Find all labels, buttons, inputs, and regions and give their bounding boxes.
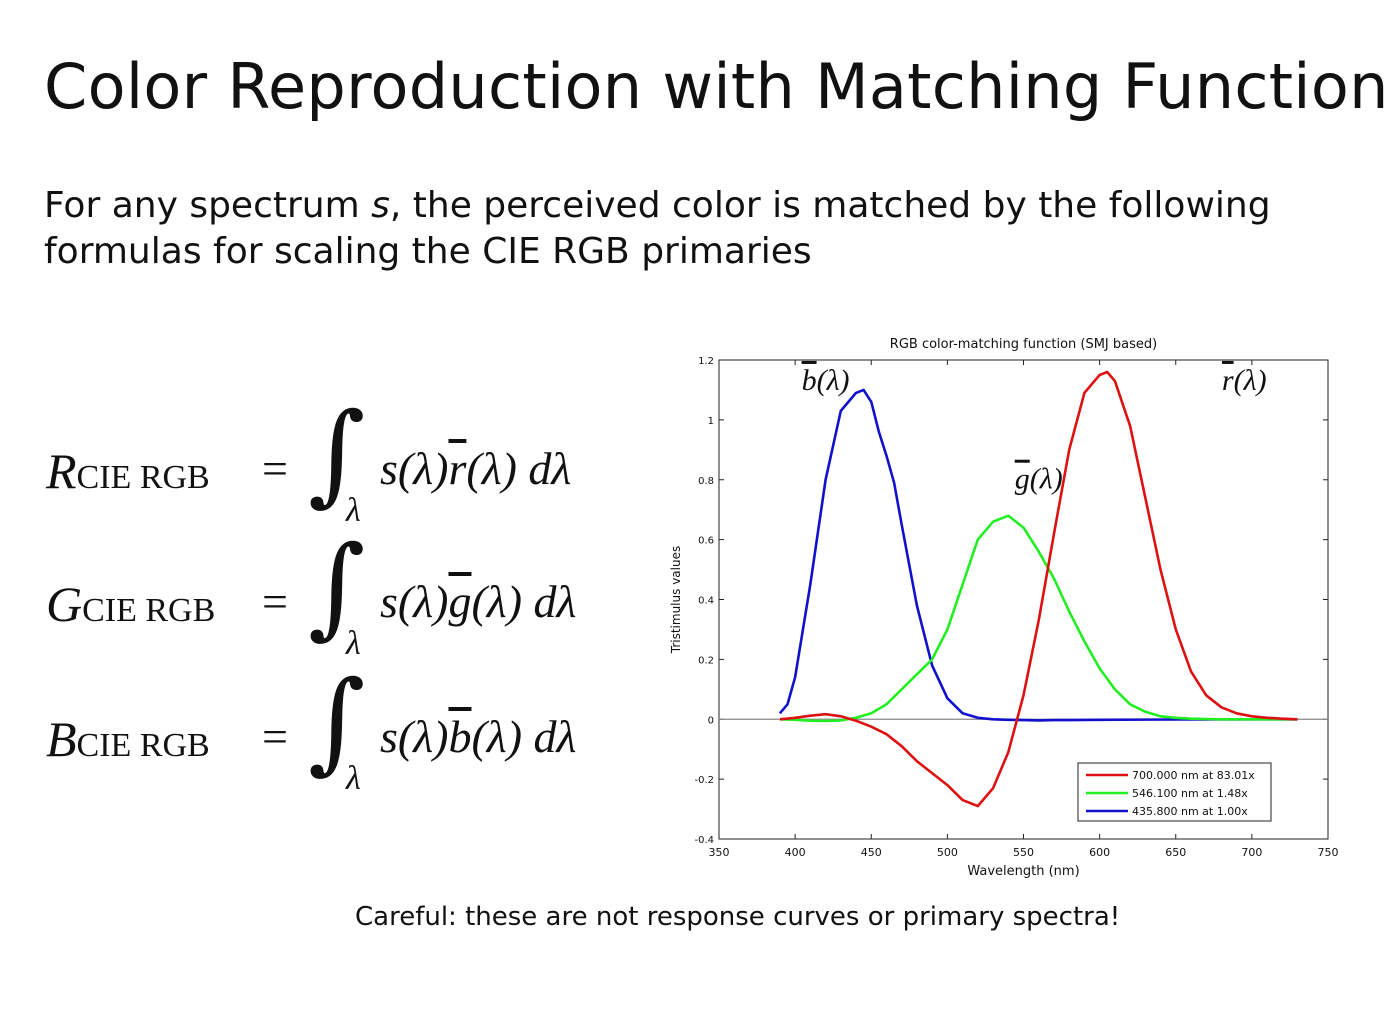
x-tick-label: 700	[1241, 846, 1262, 859]
chart-svg: RGB color-matching function (SMJ based) W…	[669, 337, 1339, 879]
x-tick-label: 650	[1165, 846, 1186, 859]
y-tick-label: -0.4	[694, 835, 714, 846]
x-tick-label: 500	[937, 846, 958, 859]
legend-label: 700.000 nm at 83.01x	[1132, 769, 1255, 782]
y-tick-label: 1	[708, 416, 714, 427]
intro-text: For any spectrum s, the perceived color …	[44, 183, 1344, 275]
equals-sign: =	[262, 711, 288, 762]
y-axis-label: Tristimulus values	[669, 546, 683, 654]
slide-title: Color Reproduction with Matching Functio…	[44, 50, 1390, 123]
color-matching-chart: RGB color-matching function (SMJ based) W…	[660, 330, 1360, 890]
integral-sign: ∫	[308, 522, 366, 650]
integral-sign: ∫	[308, 389, 366, 517]
intro-spectrum-variable: s	[371, 185, 390, 226]
legend-label: 435.800 nm at 1.00x	[1132, 805, 1248, 818]
plot-frame	[718, 359, 1329, 840]
intro-text-start: For any spectrum	[44, 185, 372, 226]
y-tick-label: -0.2	[694, 775, 714, 786]
chart-title: RGB color-matching function (SMJ based)	[890, 337, 1157, 352]
x-tick-label: 600	[1089, 846, 1110, 859]
intro-text-end: , the perceived color is matched by the …	[44, 185, 1271, 272]
series-line	[779, 514, 1298, 723]
series-line	[779, 370, 1298, 808]
legend-label: 546.100 nm at 1.48x	[1132, 787, 1248, 800]
formula-g: GCIE RGB = ∫ λ s(λ)g(λ) dλ	[46, 531, 646, 683]
y-tick-label: 0.8	[698, 476, 714, 487]
caption: Careful: these are not response curves o…	[355, 902, 1121, 932]
formula-b-lhs: BCIE RGB	[46, 711, 210, 767]
x-tick-label: 550	[1013, 846, 1034, 859]
formula-r-integrand: s(λ)r(λ) dλ	[380, 443, 572, 494]
y-tick-label: 1.2	[698, 356, 714, 367]
x-tick-label: 350	[709, 846, 730, 859]
formula-b: BCIE RGB = ∫ λ s(λ)b(λ) dλ	[46, 666, 646, 818]
integral-subscript: λ	[346, 625, 361, 662]
x-axis-label: Wavelength (nm)	[967, 864, 1079, 879]
curve-label: b(λ)	[802, 364, 850, 397]
integral-subscript: λ	[346, 492, 361, 529]
x-tick-label: 400	[785, 846, 806, 859]
y-tick-label: 0.6	[698, 536, 714, 547]
curve-label: r(λ)	[1222, 364, 1267, 397]
formula-r-lhs: RCIE RGB	[46, 443, 210, 499]
y-tick-label: 0.2	[698, 655, 714, 666]
curve-label: g(λ)	[1015, 463, 1063, 496]
series-line	[778, 388, 1298, 722]
integral-subscript: λ	[346, 760, 361, 797]
formula-g-integrand: s(λ)g(λ) dλ	[380, 576, 577, 627]
x-tick-label: 750	[1318, 846, 1339, 859]
equals-sign: =	[262, 576, 288, 627]
formula-b-integrand: s(λ)b(λ) dλ	[380, 711, 577, 762]
y-tick-label: 0.4	[698, 596, 714, 607]
integral-sign: ∫	[308, 657, 366, 785]
x-tick-label: 450	[861, 846, 882, 859]
y-tick-label: 0	[708, 715, 714, 726]
formula-r: RCIE RGB = ∫ λ s(λ)r(λ) dλ	[46, 398, 646, 550]
formula-g-lhs: GCIE RGB	[46, 576, 216, 632]
equals-sign: =	[262, 443, 288, 494]
